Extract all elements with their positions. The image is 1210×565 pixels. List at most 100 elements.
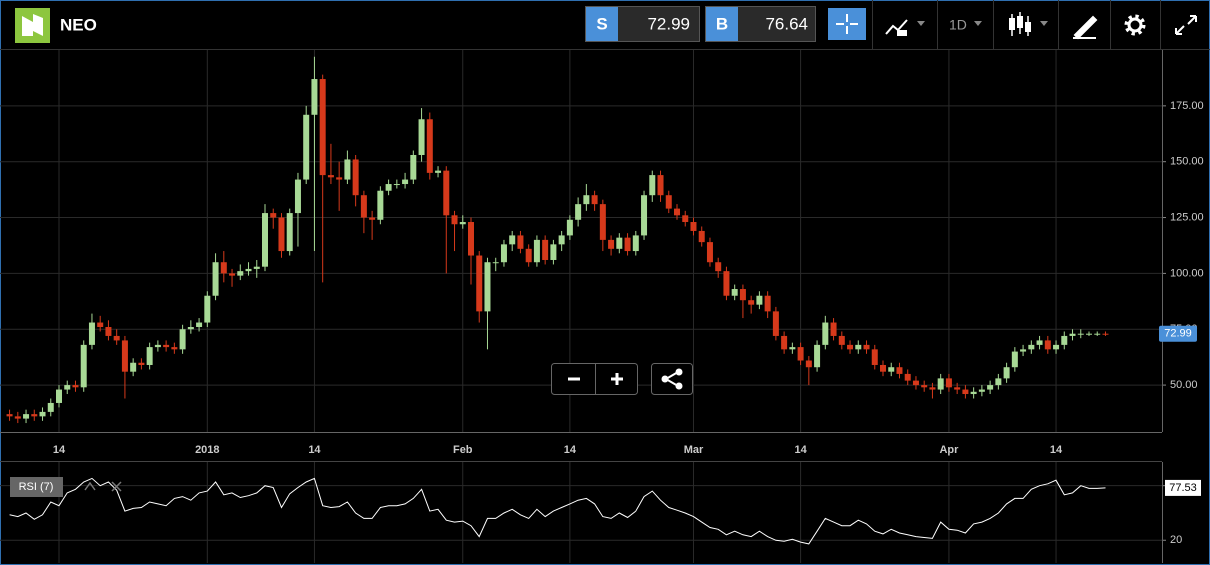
sell-tag[interactable] [586,7,618,41]
settings-button[interactable] [1124,14,1146,36]
rsi-pane: 20 77.53 RSI (7) [0,461,1201,563]
share-icon-node[interactable] [675,382,683,390]
candle-body [327,175,334,178]
candle-body [748,300,755,305]
candle-body [146,347,153,365]
sell-button[interactable]: S 72.99 [585,6,700,42]
candle-body [410,154,417,180]
candle-body [888,367,895,372]
indicators-button[interactable] [885,19,925,36]
candle-body [435,170,442,173]
chart-type-button[interactable] [1009,12,1048,36]
candle-body [558,235,565,245]
buy-label[interactable]: B [716,14,728,33]
candle-body [797,347,804,361]
candle-icon[interactable] [1025,22,1031,32]
crosshair-button[interactable] [828,8,866,40]
zoom-controls [551,363,693,395]
candle-body [591,195,598,205]
candle-body [962,389,969,395]
candle-body [459,222,466,225]
candle-body [311,79,318,115]
candle-body [945,378,952,388]
share-box[interactable] [651,363,693,395]
x-tick-label: Mar [684,444,704,456]
candle-body [575,204,582,220]
candle-body [468,222,474,256]
last-value-tag [1165,479,1201,496]
candle-body [229,273,236,276]
x-tick-label: 14 [564,444,577,456]
candle-body [39,411,46,417]
gear-teeth[interactable] [1124,14,1146,36]
share-icon-node[interactable] [675,368,683,376]
candle-body [47,402,54,412]
candle-body [599,204,606,240]
candle-body [995,378,1002,386]
sell-label[interactable]: S [596,14,607,33]
candle-body [772,311,779,336]
candle-body [929,387,936,390]
price-pane: 14201814Feb14Mar14Apr1450.0075.00100.001… [0,50,1204,456]
candle-body [682,215,689,223]
candle-body [286,213,293,252]
candle-body [171,347,178,350]
candle-body [352,159,359,196]
candle-body [130,362,137,372]
candle-body [690,222,697,231]
candle-body [698,230,705,243]
y-tick-label: 150.00 [1170,156,1204,168]
candle-body [1069,333,1076,336]
candle-body [105,327,112,336]
dropdown-arrow[interactable] [917,21,925,26]
indicator-icon[interactable] [885,19,908,35]
candle-body [756,295,763,305]
candle-body [14,416,21,419]
candle-body [1028,344,1035,350]
candle-body [492,262,499,264]
candle-body [896,367,903,374]
candle-icon[interactable] [1017,16,1023,28]
crosshair-icon[interactable] [836,14,858,34]
indicator-icon-base[interactable] [897,30,907,36]
candle-body [583,195,590,205]
candle-body [179,329,186,350]
candle-body [624,237,631,252]
last-price-tag [1159,325,1197,342]
x-tick-label: Apr [939,444,959,456]
candle-body [484,262,491,312]
dropdown-arrow[interactable] [1040,21,1048,26]
zoom-in-button[interactable] [611,373,623,385]
buy-tag[interactable] [706,7,738,41]
gear-ring[interactable] [1127,17,1143,33]
share-button[interactable] [661,368,683,390]
candle-icon[interactable] [1009,18,1015,30]
candle-body [1020,349,1027,352]
interval-button[interactable]: 1D [949,17,982,33]
x-tick-label: 14 [1050,444,1063,456]
crosshair-bg[interactable] [828,8,866,40]
sell-price[interactable]: 72.99 [647,14,690,33]
candle-body [426,119,433,173]
share-icon-node[interactable] [661,375,669,383]
interval-label[interactable]: 1D [949,17,967,33]
candle-body [393,184,400,186]
candle-body [665,195,672,209]
symbol-name: NEO [60,15,97,34]
buy-button[interactable]: B 76.64 [705,6,816,42]
candle-body [476,255,483,312]
candle-body [418,119,425,155]
candle-body [731,289,738,296]
candle-body [1102,333,1109,335]
candle-body [500,244,507,263]
candle-body [616,237,623,249]
drawing-tools-button[interactable] [1073,15,1098,40]
buy-price[interactable]: 76.64 [765,14,808,33]
candle-body [1086,333,1092,335]
fullscreen-button[interactable] [1175,15,1197,35]
candle-body [253,266,260,269]
candle-body [220,262,227,274]
candle-body [855,344,862,350]
dropdown-arrow[interactable] [974,21,982,26]
candle-body [237,271,244,276]
